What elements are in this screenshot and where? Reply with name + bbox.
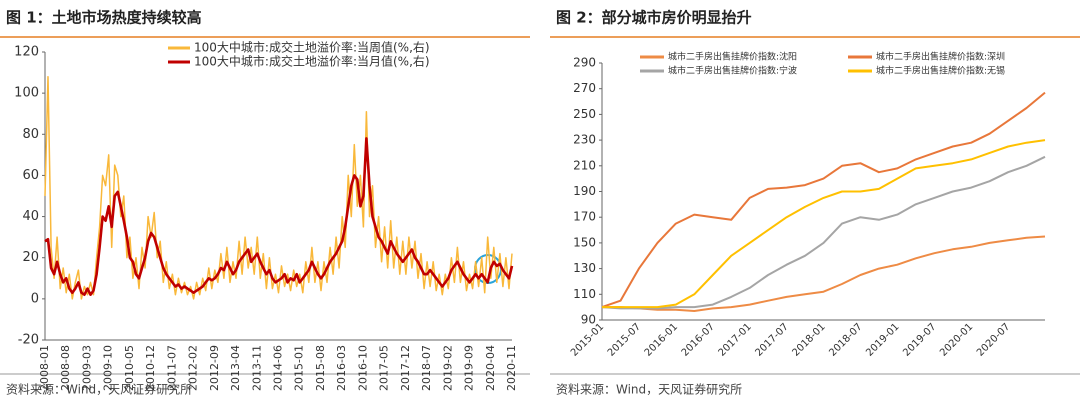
y-tick-label: 130 [573,261,596,275]
x-tick-label: 2013-11 [250,345,263,391]
y-tick-label: 40 [22,209,39,224]
source: 资料来源：Wind，天风证券研究所 [6,382,192,397]
x-tick-label: 2019-01 [864,321,901,358]
x-tick-label: 2018-07 [420,345,433,391]
x-tick-label: 2012-09 [208,345,221,391]
y-tick-label: 0 [31,291,39,306]
series-line [44,75,513,300]
x-tick-label: 2016-10 [356,345,369,391]
series-line [44,137,514,296]
x-tick-label: 2019-02 [441,345,454,391]
x-tick-label: 2019-09 [463,345,476,391]
legend-label: 城市二手房出售挂牌价指数:深圳 [876,51,1005,63]
x-tick-label: 2009-10 [102,345,115,391]
x-tick-label: 2017-12 [399,345,412,391]
legend-label: 城市二手房出售挂牌价指数:宁波 [668,65,797,77]
x-tick-label: 2008-08 [59,345,72,391]
x-tick-label: 2015-01 [569,321,606,358]
y-tick-label: -20 [18,333,39,348]
y-tick-label: 190 [573,184,596,198]
x-tick-label: 2017-01 [717,321,754,358]
y-tick-label: 90 [581,313,596,327]
x-tick-label: 2020-04 [484,345,497,391]
x-tick-label: 2016-07 [680,321,717,358]
chart-title: 图 2：部分城市房价明显抬升 [556,9,752,27]
x-tick-label: 2019-07 [901,321,938,358]
x-tick-label: 2016-01 [643,321,680,358]
legend-label: 100大中城市:成交土地溢价率:当周值(%,右) [194,40,430,55]
y-tick-label: 150 [573,235,596,249]
y-tick-label: 290 [573,56,596,70]
y-tick-label: 60 [22,168,39,183]
legend-label: 城市二手房出售挂牌价指数:无锡 [876,65,1005,77]
y-tick-label: 230 [573,133,596,147]
x-tick-label: 2020-01 [938,321,975,358]
x-tick-label: 2015-01 [293,345,306,391]
y-tick-label: 270 [573,81,596,95]
x-tick-label: 2014-06 [272,345,285,391]
x-tick-label: 2010-12 [144,345,157,391]
x-tick-label: 2020-07 [975,321,1012,358]
series-line [601,91,1046,309]
legend-label: 100大中城市:成交土地溢价率:当月值(%,右) [194,54,430,69]
x-tick-label: 2012-02 [187,345,200,391]
chart-title: 图 1：土地市场热度持续较高 [6,9,202,27]
x-tick-label: 2015-08 [314,345,327,391]
y-tick-label: 20 [22,250,39,265]
series-line [602,235,1046,312]
series-line [601,155,1046,310]
x-tick-label: 2020-11 [505,345,518,391]
x-tick-label: 2016-03 [335,345,348,391]
y-tick-label: 100 [14,86,39,101]
y-tick-label: 170 [573,210,596,224]
source: 资料来源：Wind，天风证券研究所 [556,382,742,397]
y-tick-label: 80 [22,127,39,142]
x-tick-label: 2013-04 [229,345,242,391]
x-tick-label: 2017-07 [753,321,790,358]
x-tick-label: 2011-07 [165,345,178,391]
x-tick-label: 2010-05 [123,345,136,391]
x-tick-label: 2018-07 [827,321,864,358]
y-tick-label: 210 [573,158,596,172]
x-tick-label: 2015-07 [606,321,643,358]
x-tick-label: 2017-05 [378,345,391,391]
series-line [602,139,1046,309]
y-tick-label: 250 [573,107,596,121]
x-tick-label: 2008-01 [38,345,51,391]
x-tick-label: 2009-03 [80,345,93,391]
y-tick-label: 120 [14,45,39,60]
legend-label: 城市二手房出售挂牌价指数:沈阳 [668,51,797,63]
y-tick-label: 110 [573,287,596,301]
x-tick-label: 2018-01 [790,321,827,358]
